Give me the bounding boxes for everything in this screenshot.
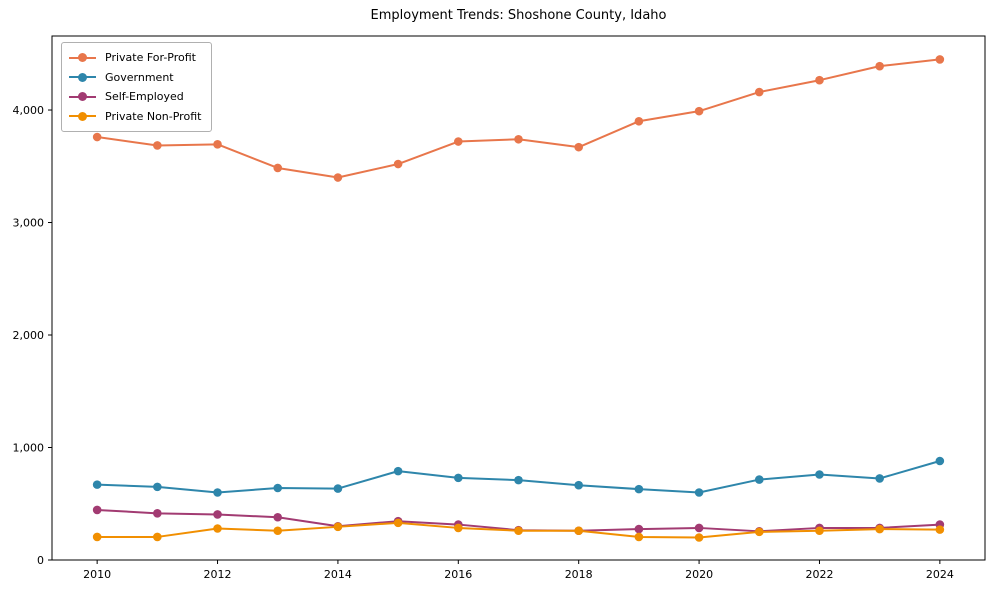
data-point-private-for-profit	[92, 132, 102, 142]
legend-item-private-non-profit: Private Non-Profit	[69, 107, 201, 127]
data-point-private-non-profit	[153, 532, 162, 542]
data-point-private-for-profit	[454, 137, 463, 146]
data-point-government	[333, 484, 343, 493]
data-point-private-non-profit	[273, 526, 283, 536]
data-point-private-non-profit	[514, 526, 523, 536]
legend-label: Government	[105, 70, 174, 84]
data-point-government	[92, 480, 102, 489]
data-point-government	[694, 488, 704, 497]
y-tick-label: 3,000	[13, 217, 45, 230]
data-point-private-non-profit	[754, 527, 764, 537]
x-tick-label: 2010	[83, 568, 111, 581]
data-point-private-non-profit	[574, 526, 583, 536]
data-point-government	[875, 474, 884, 483]
x-tick-label: 2024	[926, 568, 954, 581]
legend-marker-icon	[69, 53, 96, 63]
x-tick-label: 2012	[204, 568, 232, 581]
legend-marker-icon	[69, 111, 96, 121]
chart-title: Employment Trends: Shoshone County, Idah…	[370, 8, 667, 23]
data-point-private-for-profit	[634, 116, 644, 126]
legend-item-private-for-profit: Private For-Profit	[69, 48, 201, 68]
y-tick-label: 2,000	[13, 329, 45, 342]
data-point-private-for-profit	[815, 75, 824, 85]
data-point-private-non-profit	[333, 522, 343, 532]
data-point-government	[514, 475, 523, 485]
data-point-private-non-profit	[213, 524, 222, 533]
data-point-private-non-profit	[694, 533, 704, 542]
data-point-self-employed	[634, 524, 644, 534]
data-point-government	[634, 484, 644, 494]
data-point-private-for-profit	[273, 163, 283, 173]
x-tick-label: 2022	[805, 568, 833, 581]
data-point-government	[273, 483, 283, 493]
x-tick-label: 2014	[324, 568, 352, 581]
data-point-government	[574, 480, 583, 490]
data-point-self-employed	[694, 523, 704, 533]
legend-label: Self-Employed	[105, 90, 184, 104]
data-point-private-non-profit	[935, 525, 945, 534]
data-point-private-for-profit	[574, 142, 583, 152]
data-point-private-non-profit	[454, 523, 463, 533]
data-point-government	[815, 470, 824, 479]
data-point-private-non-profit	[393, 518, 403, 528]
x-tick-label: 2020	[685, 568, 713, 581]
legend: Private For-Profit Government Self-Employe…	[61, 42, 213, 132]
data-point-private-for-profit	[935, 55, 945, 64]
data-point-private-for-profit	[694, 106, 704, 116]
legend-item-government: Government	[69, 68, 201, 88]
data-point-government	[153, 482, 162, 492]
data-point-private-non-profit	[634, 532, 644, 542]
data-point-private-non-profit	[875, 524, 884, 534]
data-point-private-for-profit	[754, 87, 764, 97]
x-tick-label: 2016	[444, 568, 472, 581]
legend-marker-icon	[69, 92, 96, 102]
data-point-self-employed	[273, 512, 283, 522]
y-tick-label: 4,000	[13, 104, 45, 117]
y-tick-label: 1,000	[13, 442, 45, 455]
data-point-self-employed	[92, 505, 102, 515]
data-point-private-for-profit	[875, 61, 884, 71]
legend-label: Private Non-Profit	[105, 109, 202, 123]
x-tick-label: 2018	[565, 568, 593, 581]
data-point-private-for-profit	[393, 159, 403, 169]
data-point-private-for-profit	[333, 173, 343, 182]
data-point-government	[213, 488, 222, 497]
data-point-private-for-profit	[153, 141, 162, 150]
data-point-government	[754, 475, 764, 484]
y-tick-label: 0	[37, 554, 44, 567]
data-point-self-employed	[153, 509, 162, 518]
data-point-government	[393, 466, 403, 476]
legend-marker-icon	[69, 72, 96, 82]
data-point-government	[935, 456, 945, 466]
data-point-private-non-profit	[815, 526, 824, 536]
series-line-private-for-profit	[96, 58, 941, 179]
data-point-government	[454, 473, 463, 483]
data-point-private-for-profit	[213, 140, 222, 149]
legend-label: Private For-Profit	[105, 51, 196, 65]
plot-frame	[51, 35, 986, 561]
data-point-private-non-profit	[92, 532, 102, 542]
data-point-private-for-profit	[514, 134, 523, 144]
data-point-self-employed	[213, 510, 222, 519]
legend-item-self-employed: Self-Employed	[69, 87, 201, 107]
